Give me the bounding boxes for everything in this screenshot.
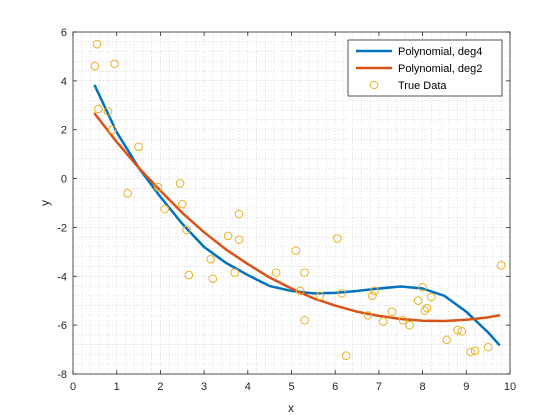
legend: Polynomial, deg4 Polynomial, deg2 True Dat… — [347, 39, 503, 97]
y-tick-label: 0 — [61, 174, 67, 186]
x-tick-label: 9 — [463, 381, 469, 393]
data-point — [470, 346, 480, 356]
x-tick-label: 6 — [332, 381, 338, 393]
data-point — [420, 306, 430, 315]
data-point — [300, 315, 309, 325]
data-point — [160, 204, 170, 214]
x-tick-label: 3 — [201, 381, 207, 393]
data-point — [184, 270, 194, 280]
data-point — [341, 351, 351, 360]
data-point — [398, 315, 408, 325]
data-point — [94, 104, 103, 114]
data-point — [413, 296, 423, 306]
data-point — [234, 209, 244, 219]
data-point — [333, 234, 342, 243]
y-axis-label: y — [38, 200, 52, 206]
data-point — [427, 292, 436, 302]
data-point — [422, 303, 432, 313]
data-point — [368, 291, 377, 301]
legend-label: Polynomial, deg2 — [398, 63, 482, 75]
data-point — [457, 326, 467, 336]
data-point — [206, 254, 215, 264]
x-tick-label: 5 — [288, 381, 294, 393]
y-tick-label: -2 — [57, 222, 67, 234]
data-point — [271, 268, 281, 277]
y-tick-label: 2 — [61, 125, 67, 137]
data-point — [418, 282, 427, 292]
axes-layer — [72, 31, 511, 375]
series-line-1 — [93, 112, 501, 323]
data-point — [466, 347, 475, 357]
data-point — [378, 317, 388, 326]
legend-label: True Data — [398, 80, 447, 92]
data-point — [295, 286, 305, 296]
data-point — [92, 39, 102, 49]
x-axis-label: x — [288, 401, 294, 415]
data-point — [90, 61, 100, 71]
data-point — [496, 260, 506, 270]
x-tick-label: 2 — [157, 381, 163, 393]
data-point — [230, 268, 239, 277]
data-point — [453, 325, 462, 335]
x-tick-label: 1 — [114, 381, 120, 393]
x-tick-label: 0 — [70, 381, 76, 393]
y-tick-label: 4 — [61, 76, 67, 88]
data-point — [223, 231, 233, 241]
data-point — [175, 179, 185, 188]
data-point — [291, 246, 301, 255]
data-point — [108, 125, 117, 135]
data-point — [153, 182, 163, 192]
data-point — [483, 342, 493, 352]
x-tick-label: 7 — [376, 381, 382, 393]
data-point — [387, 307, 397, 317]
legend-label: Polynomial, deg4 — [398, 46, 482, 58]
tick-labels: 0 1 2 3 4 5 6 7 8 9 10 -8 -6 -4 -2 0 2 4 6 — [57, 27, 516, 393]
data-point — [442, 335, 451, 345]
data-point — [208, 274, 218, 284]
legend-swatch-marker — [369, 80, 379, 90]
y-tick-label: 6 — [61, 27, 67, 39]
data-point — [177, 199, 187, 209]
data-point — [405, 320, 414, 330]
data-point — [300, 268, 309, 277]
data-point — [363, 311, 373, 320]
data-point — [182, 225, 191, 235]
data-point — [110, 59, 119, 69]
y-tick-label: -4 — [57, 271, 67, 283]
data-point — [134, 142, 143, 152]
data-point — [234, 235, 244, 244]
data-point — [370, 286, 379, 296]
data-point — [337, 289, 347, 298]
series-layer — [90, 39, 506, 360]
x-tick-label: 4 — [245, 381, 251, 393]
x-tick-label: 10 — [504, 381, 516, 393]
data-point — [103, 107, 113, 116]
x-tick-label: 8 — [420, 381, 426, 393]
y-tick-label: -6 — [57, 320, 67, 332]
data-point — [123, 188, 132, 198]
y-tick-label: -8 — [57, 369, 67, 381]
data-point — [315, 291, 325, 301]
